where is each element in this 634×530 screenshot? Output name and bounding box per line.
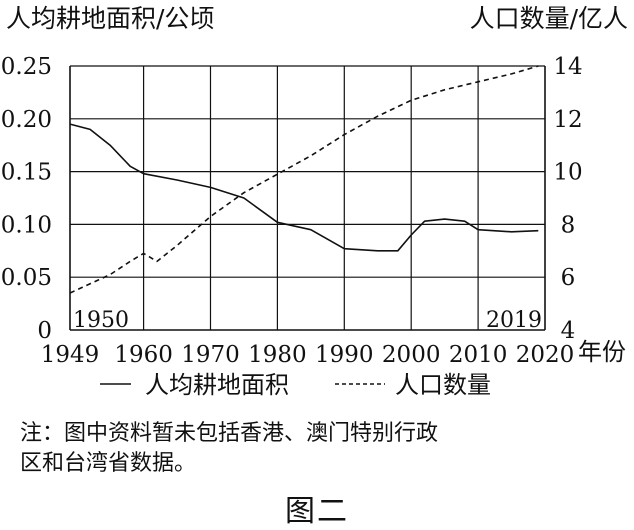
y-right-tick-label: 14 xyxy=(553,54,582,80)
y-right-tick-label: 12 xyxy=(553,107,582,133)
x-tick-label: 2010 xyxy=(449,342,508,368)
x-tick-label: 1990 xyxy=(315,342,374,368)
legend: 人均耕地面积 人口数量 xyxy=(100,371,491,399)
dual-axis-line-chart: 0 0.05 0.10 0.15 0.20 0.25 4 6 8 10 12 14 1949 1960 19… xyxy=(1,4,628,399)
x-tick-label: 1949 xyxy=(41,342,100,368)
y-left-tick-label: 0.10 xyxy=(1,212,52,238)
legend-label-cropland: 人均耕地面积 xyxy=(145,371,289,399)
y-left-tick-label: 0.20 xyxy=(1,107,52,133)
x-tick-label: 1960 xyxy=(114,342,173,368)
chart-grid xyxy=(69,65,546,331)
series-line-population xyxy=(69,65,539,294)
legend-label-population: 人口数量 xyxy=(395,371,491,399)
y-left-tick-label: 0.05 xyxy=(1,265,52,291)
right-axis-title: 人口数量/亿人 xyxy=(470,4,628,33)
end-year-label: 2019 xyxy=(486,308,542,333)
y-left-tick-label: 0.25 xyxy=(1,54,52,80)
y-right-tick-label: 10 xyxy=(553,160,582,186)
figure-caption: 图二 xyxy=(285,494,349,529)
note-line-2: 区和台湾省数据。 xyxy=(20,451,197,476)
y-left-tick-label: 0 xyxy=(37,318,52,344)
chart-ticks: 0 0.05 0.10 0.15 0.20 0.25 4 6 8 10 12 14 1949 1960 19… xyxy=(1,54,583,368)
y-right-tick-label: 6 xyxy=(561,265,576,291)
y-right-tick-label: 4 xyxy=(561,318,576,344)
x-tick-label: 2020 xyxy=(516,342,575,368)
chart-series xyxy=(69,65,539,294)
x-tick-label: 2000 xyxy=(382,342,441,368)
series-line-cropland-per-capita xyxy=(69,123,539,252)
y-left-tick-label: 0.15 xyxy=(1,160,52,186)
x-axis-unit-label: 年份 xyxy=(578,338,626,366)
note-line-1: 注：图中资料暂未包括香港、澳门特别行政 xyxy=(20,421,439,446)
start-year-label: 1950 xyxy=(73,308,129,333)
x-tick-label: 1980 xyxy=(248,342,307,368)
left-axis-title: 人均耕地面积/公顷 xyxy=(6,4,214,33)
y-right-tick-label: 8 xyxy=(561,212,576,238)
x-tick-label: 1970 xyxy=(181,342,240,368)
